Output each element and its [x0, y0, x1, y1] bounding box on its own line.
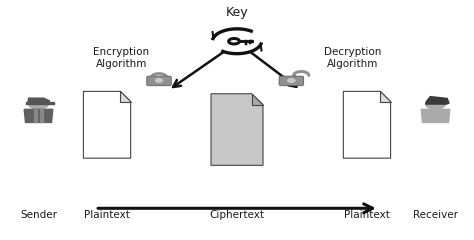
Text: Encryption
Algorithm: Encryption Algorithm: [93, 47, 149, 69]
Polygon shape: [343, 91, 391, 158]
Text: Plaintext: Plaintext: [344, 210, 390, 221]
Text: Decryption
Algorithm: Decryption Algorithm: [324, 47, 382, 69]
Text: Sender: Sender: [20, 210, 57, 221]
Circle shape: [426, 99, 446, 109]
FancyBboxPatch shape: [279, 76, 303, 86]
Polygon shape: [27, 98, 49, 104]
Polygon shape: [421, 109, 450, 122]
Polygon shape: [40, 109, 43, 122]
Polygon shape: [211, 94, 263, 165]
Polygon shape: [83, 91, 131, 158]
Polygon shape: [26, 102, 54, 104]
Polygon shape: [380, 91, 391, 102]
Text: Plaintext: Plaintext: [84, 210, 130, 221]
FancyBboxPatch shape: [147, 76, 171, 86]
Circle shape: [28, 99, 48, 109]
Text: Key: Key: [226, 6, 248, 18]
Circle shape: [288, 79, 295, 82]
Polygon shape: [252, 94, 263, 105]
Polygon shape: [120, 91, 131, 102]
Polygon shape: [34, 109, 37, 122]
Circle shape: [155, 79, 163, 82]
Text: Ciphertext: Ciphertext: [210, 210, 264, 221]
Text: Receiver: Receiver: [413, 210, 458, 221]
Polygon shape: [426, 96, 449, 104]
Polygon shape: [24, 109, 53, 122]
